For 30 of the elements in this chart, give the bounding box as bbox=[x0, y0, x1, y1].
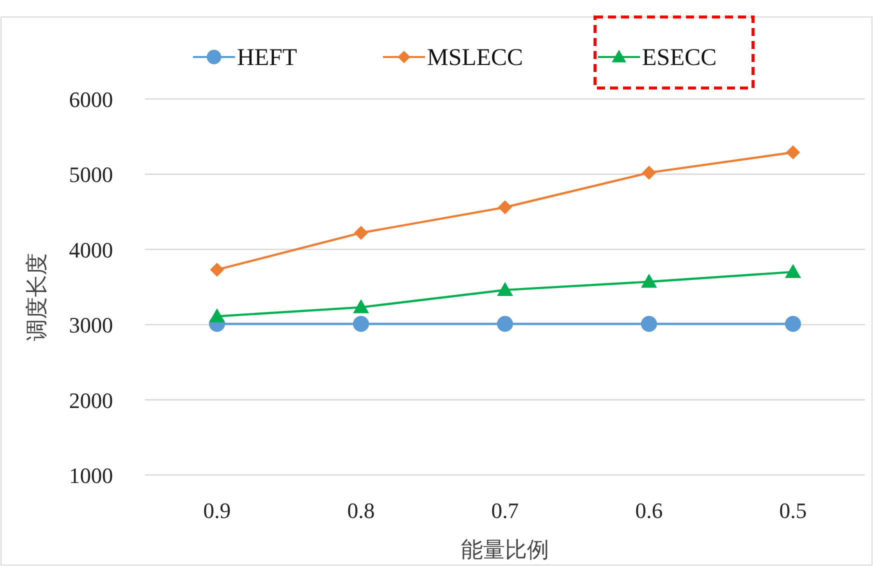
x-tick-label: 0.8 bbox=[347, 498, 375, 523]
y-tick-label: 2000 bbox=[69, 388, 113, 413]
x-axis-title: 能量比例 bbox=[461, 538, 549, 563]
point bbox=[353, 316, 369, 332]
legend-label: ESECC bbox=[642, 45, 717, 71]
point bbox=[785, 264, 801, 278]
point bbox=[209, 308, 225, 322]
point bbox=[498, 200, 512, 214]
y-tick-label: 5000 bbox=[69, 162, 113, 188]
point bbox=[642, 166, 656, 180]
y-tick-label: 4000 bbox=[69, 237, 113, 262]
y-axis-title: 调度长度 bbox=[25, 253, 50, 341]
point bbox=[210, 262, 224, 277]
y-tick-label: 1000 bbox=[69, 463, 113, 488]
legend-label: MSLECC bbox=[427, 45, 524, 71]
point bbox=[786, 145, 800, 160]
point bbox=[641, 316, 657, 332]
x-tick-label: 0.6 bbox=[635, 498, 663, 523]
point bbox=[353, 299, 369, 314]
x-tick-label: 0.7 bbox=[491, 498, 519, 523]
point bbox=[497, 316, 513, 332]
point bbox=[497, 282, 513, 296]
x-tick-label: 0.9 bbox=[203, 498, 231, 523]
y-tick-label: 6000 bbox=[69, 87, 113, 112]
point bbox=[354, 226, 368, 240]
legend-label: HEFT bbox=[237, 45, 298, 71]
point bbox=[641, 274, 657, 288]
y-tick-label: 3000 bbox=[69, 312, 113, 338]
point bbox=[785, 316, 801, 332]
x-tick-label: 0.5 bbox=[779, 498, 807, 523]
